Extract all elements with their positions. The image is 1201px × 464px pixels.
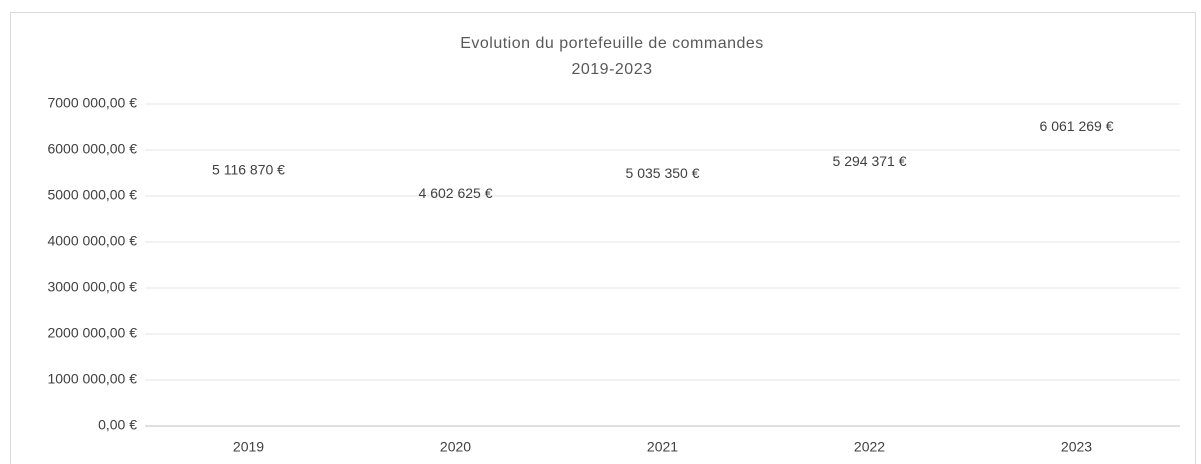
data-label: 6 061 269 € [1040,118,1114,134]
y-tick-label: 1000 000,00 € [47,371,137,387]
data-label: 5 294 371 € [833,153,907,169]
y-tick-label: 2000 000,00 € [47,325,137,341]
y-tick-label: 5000 000,00 € [47,187,137,203]
y-tick-label: 7000 000,00 € [47,95,137,111]
x-tick-label: 2019 [233,439,264,455]
chart-frame [10,12,1196,464]
data-label: 5 035 350 € [626,165,700,181]
x-tick-label: 2023 [1061,439,1092,455]
chart-subtitle: 2019-2023 [571,61,652,78]
data-label: 4 602 625 € [419,185,493,201]
y-tick-label: 0,00 € [98,417,137,433]
y-tick-label: 3000 000,00 € [47,279,137,295]
x-tick-label: 2022 [854,439,885,455]
data-label: 5 116 870 € [212,161,285,177]
chart-title: Evolution du portefeuille de commandes [460,35,764,52]
x-tick-label: 2021 [647,439,678,455]
y-tick-label: 6000 000,00 € [47,141,137,157]
x-tick-label: 2020 [440,439,471,455]
y-tick-label: 4000 000,00 € [47,233,137,249]
